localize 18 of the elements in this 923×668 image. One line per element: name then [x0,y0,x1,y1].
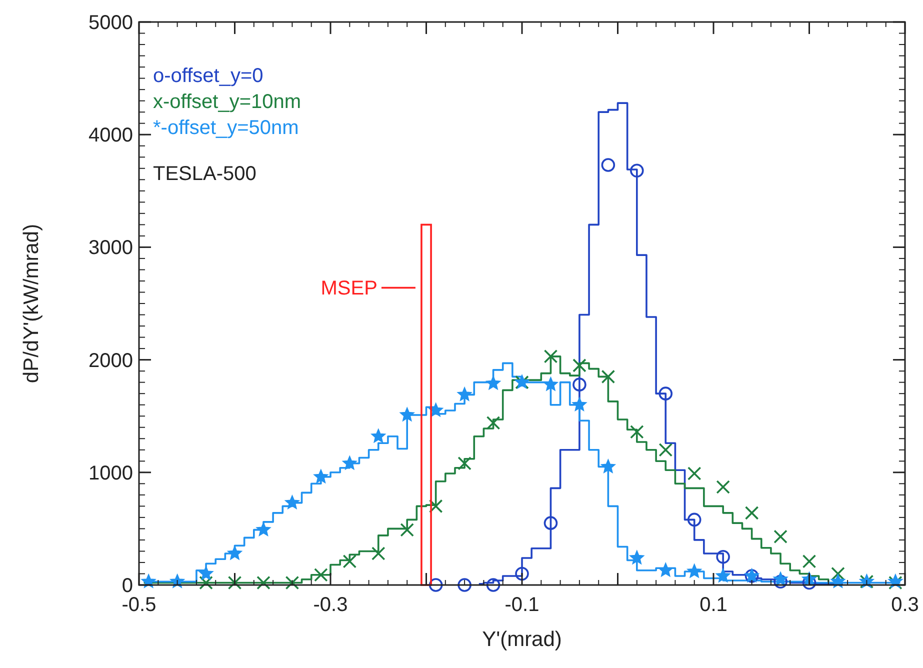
x-tick-label: 0.3 [891,594,919,616]
y-tick-label: 4000 [88,124,133,147]
x-tick-label: -0.5 [122,594,156,616]
x-tick-label: 0.1 [700,594,728,616]
annotation: TESLA-500 [153,163,256,185]
x-axis-title: Y'(mrad) [482,628,562,651]
text: *-offset_y=50nm [153,117,299,139]
text: x-offset_y=10nm [153,91,302,113]
y-tick-label: 2000 [88,350,133,372]
y-tick-label: 1000 [88,462,133,484]
annotation: MSEP [320,278,378,300]
x-tick-label: -0.3 [313,594,348,616]
y-tick-label: 0 [122,575,133,597]
y-tick-label: 5000 [88,12,133,34]
y-tick-label: 3000 [88,237,133,260]
y-axis-title: dP/dY'(kW/mrad) [20,224,43,384]
text: o-offset_y=0 [153,65,264,87]
x-tick-label: -0.1 [504,594,540,616]
